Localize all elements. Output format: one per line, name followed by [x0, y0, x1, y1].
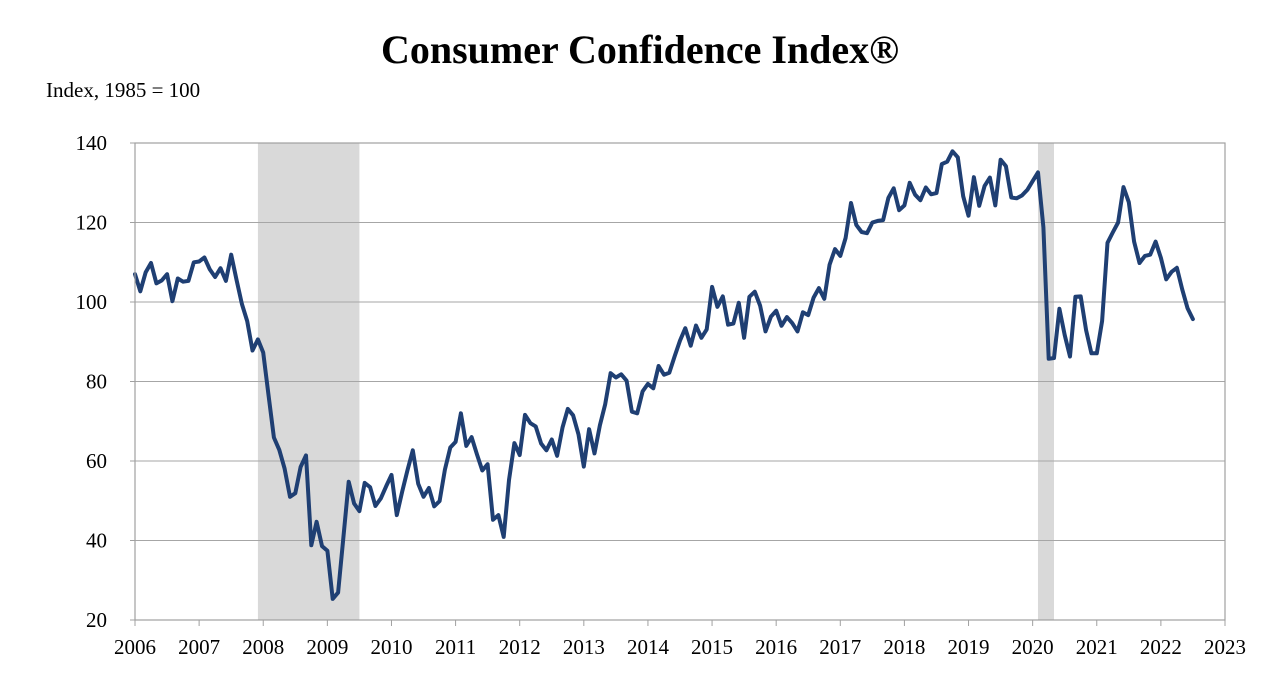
x-tick-label-2015: 2015: [691, 635, 733, 659]
x-tick-label-2010: 2010: [370, 635, 412, 659]
y-axis-label: Index, 1985 = 100: [46, 78, 201, 102]
y-tick-label-120: 120: [76, 211, 108, 235]
y-axis-ticks: 20 40 60 80 100 120 140: [76, 131, 135, 632]
y-tick-label-80: 80: [86, 370, 107, 394]
x-tick-label-2009: 2009: [306, 635, 348, 659]
x-tick-label-2019: 2019: [948, 635, 990, 659]
y-tick-label-40: 40: [86, 529, 107, 553]
x-tick-label-2008: 2008: [242, 635, 284, 659]
x-tick-label-2011: 2011: [435, 635, 476, 659]
y-tick-label-140: 140: [76, 131, 108, 155]
x-tick-label-2018: 2018: [883, 635, 925, 659]
x-tick-label-2014: 2014: [627, 635, 670, 659]
x-tick-label-2006: 2006: [114, 635, 156, 659]
chart-title: Consumer Confidence Index®: [380, 27, 900, 72]
series-line-group: [133, 149, 1195, 601]
y-tick-label-60: 60: [86, 449, 107, 473]
x-tick-label-2013: 2013: [563, 635, 605, 659]
x-tick-label-2007: 2007: [178, 635, 220, 659]
x-tick-label-2012: 2012: [499, 635, 541, 659]
x-tick-label-2022: 2022: [1140, 635, 1182, 659]
x-tick-label-2016: 2016: [755, 635, 797, 659]
x-tick-label-2017: 2017: [819, 635, 861, 659]
x-tick-label-2021: 2021: [1076, 635, 1118, 659]
y-tick-label-20: 20: [86, 608, 107, 632]
x-tick-label-2023: 2023: [1204, 635, 1246, 659]
series-line-1: [133, 149, 1195, 601]
x-axis-ticks: 2006 2007 2008 2009 2010 2011 2012 2013 2014 2015…: [114, 620, 1246, 659]
y-tick-label-100: 100: [76, 290, 108, 314]
x-tick-label-2020: 2020: [1012, 635, 1054, 659]
